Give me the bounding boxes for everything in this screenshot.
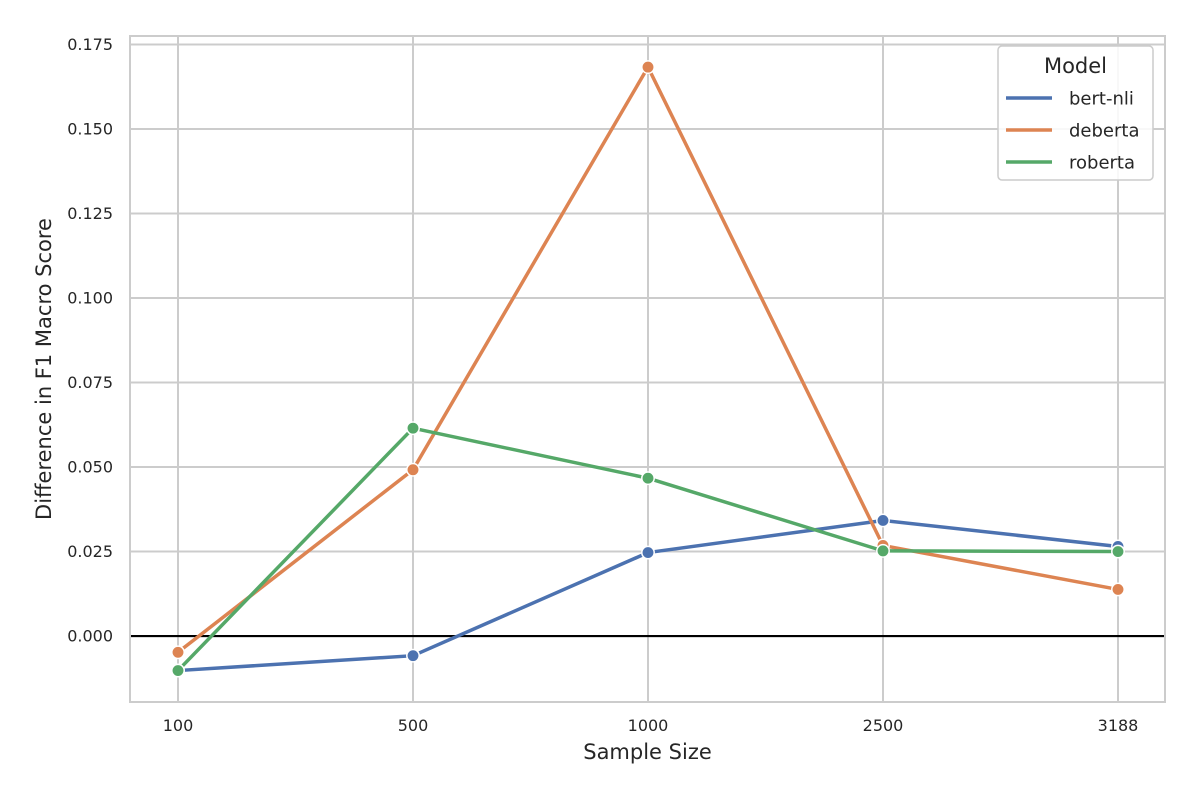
y-tick-label: 0.025 — [67, 542, 113, 561]
y-tick-label: 0.100 — [67, 289, 113, 308]
series-roberta — [171, 421, 1125, 678]
legend-label: bert-nli — [1069, 89, 1134, 110]
legend-items: bert-nli deberta roberta — [1006, 89, 1140, 174]
series-lines — [171, 60, 1125, 678]
x-tick-label: 500 — [398, 716, 429, 735]
legend-label: roberta — [1069, 153, 1135, 174]
data-point-deberta — [406, 462, 420, 477]
data-point-bert-nli — [641, 545, 655, 560]
data-point-roberta — [876, 543, 890, 558]
data-point-bert-nli — [406, 648, 420, 663]
x-tick-label: 100 — [163, 716, 194, 735]
data-point-roberta — [641, 471, 655, 486]
x-axis-title: Sample Size — [583, 740, 712, 764]
y-tick-label: 0.000 — [67, 627, 113, 646]
x-tick-label: 3188 — [1098, 716, 1139, 735]
x-tick-label: 2500 — [863, 716, 904, 735]
y-axis-title: Difference in F1 Macro Score — [32, 218, 56, 520]
data-point-roberta — [171, 663, 185, 678]
data-point-roberta — [1111, 544, 1125, 559]
data-point-deberta — [171, 645, 185, 660]
plot-frame — [129, 35, 1166, 703]
legend-item-roberta: roberta — [1006, 153, 1135, 174]
y-tick-label: 0.050 — [67, 458, 113, 477]
y-tick-label: 0.125 — [67, 204, 113, 223]
legend-title: Model — [1044, 54, 1107, 78]
y-tick-label: 0.075 — [67, 373, 113, 392]
data-point-deberta — [1111, 582, 1125, 597]
x-tick-labels: 100 500 1000 2500 3188 — [163, 716, 1139, 735]
legend-label: deberta — [1069, 121, 1140, 142]
series-deberta — [171, 60, 1125, 660]
data-point-deberta — [641, 60, 655, 75]
y-tick-label: 0.175 — [67, 35, 113, 54]
legend-item-bert-nli: bert-nli — [1006, 89, 1134, 110]
legend: Model bert-nli deberta roberta — [997, 45, 1154, 181]
x-tick-label: 1000 — [628, 716, 669, 735]
legend-box — [997, 45, 1154, 181]
data-point-roberta — [406, 421, 420, 436]
data-point-bert-nli — [876, 513, 890, 528]
legend-item-deberta: deberta — [1006, 121, 1140, 142]
y-tick-labels: 0.000 0.025 0.050 0.075 0.100 0.125 0.150 0.175 — [67, 35, 113, 646]
y-tick-label: 0.150 — [67, 119, 113, 138]
